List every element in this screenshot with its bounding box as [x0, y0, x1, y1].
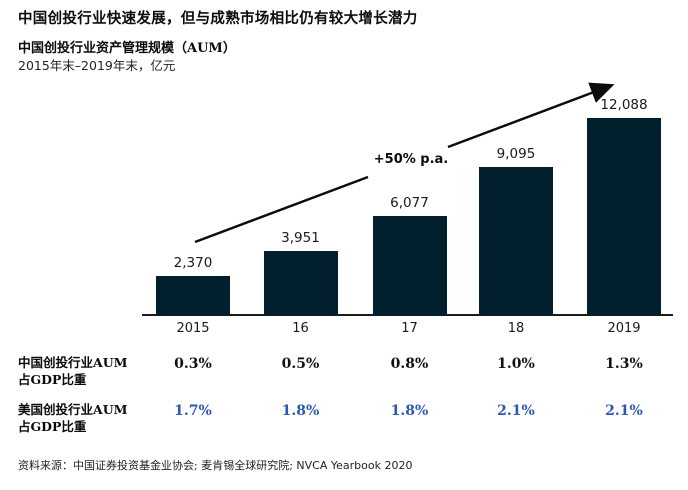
us-aum-row-label-line1: 美国创投行业AUM [18, 402, 128, 417]
source-note: 资料来源：中国证券投资基金业协会; 麦肯锡全球研究院; NVCA Yearboo… [18, 457, 668, 473]
bar-value-label-17: 6,077 [390, 195, 429, 211]
chart-title: 中国创投行业资产管理规模（AUM） [18, 41, 236, 56]
china-aum-gdp-cell-2015: 0.3% [174, 356, 212, 372]
growth-rate-annotation: +50% p.a. [373, 152, 449, 167]
china-aum-gdp-cell-16: 0.5% [281, 356, 320, 372]
china-aum-gdp-cell-17: 0.8% [390, 356, 429, 372]
us-aum-gdp-cell-17: 1.8% [390, 403, 429, 419]
us-aum-gdp-cell-2019: 2.1% [605, 403, 643, 419]
bar-value-label-2015: 2,370 [173, 255, 213, 271]
bar-value-label-16: 3,951 [281, 230, 320, 246]
source-note-chinese: 资料来源：中国证券投资基金业协会; 麦肯锡全球研究院; [18, 459, 297, 472]
x-axis-tick-17: 17 [401, 321, 418, 336]
bar-2015 [156, 276, 230, 315]
x-axis-tick-2019: 2019 [607, 321, 641, 336]
x-axis-tick-18: 18 [507, 321, 525, 336]
source-note-english: NVCA Yearbook 2020 [296, 459, 413, 472]
page-title: 中国创投行业快速发展，但与成熟市场相比仍有较大增长潜力 [18, 10, 418, 27]
us-aum-gdp-cell-18: 2.1% [497, 403, 535, 419]
bar-18 [479, 167, 553, 315]
china-aum-gdp-cell-18: 1.0% [497, 356, 535, 372]
us-aum-row-label: 美国创投行业AUM 占GDP比重 [18, 402, 168, 435]
bar-16 [263, 251, 338, 315]
x-axis-tick-16: 16 [292, 321, 309, 336]
us-aum-gdp-cell-16: 1.8% [281, 403, 320, 419]
bar-17 [372, 216, 447, 315]
x-axis-tick-2015: 2015 [176, 321, 210, 336]
us-aum-row-label-line2: 占GDP比重 [18, 418, 87, 434]
china-aum-gdp-cell-2019: 1.3% [605, 356, 643, 372]
china-aum-row-label: 中国创投行业AUM 占GDP比重 [18, 355, 168, 388]
bar-2019 [587, 118, 661, 315]
bar-value-label-2019: 12,088 [600, 97, 648, 113]
china-aum-row-label-line2: 占GDP比重 [18, 371, 87, 387]
chart-subtitle: 2015年末–2019年末，亿元 [18, 58, 176, 73]
x-axis-line [142, 314, 673, 316]
us-aum-gdp-cell-2015: 1.7% [174, 403, 212, 419]
china-aum-row-label-line1: 中国创投行业AUM [18, 355, 128, 370]
growth-arrow-segment-right [447, 82, 615, 149]
bar-value-label-18: 9,095 [496, 146, 536, 162]
